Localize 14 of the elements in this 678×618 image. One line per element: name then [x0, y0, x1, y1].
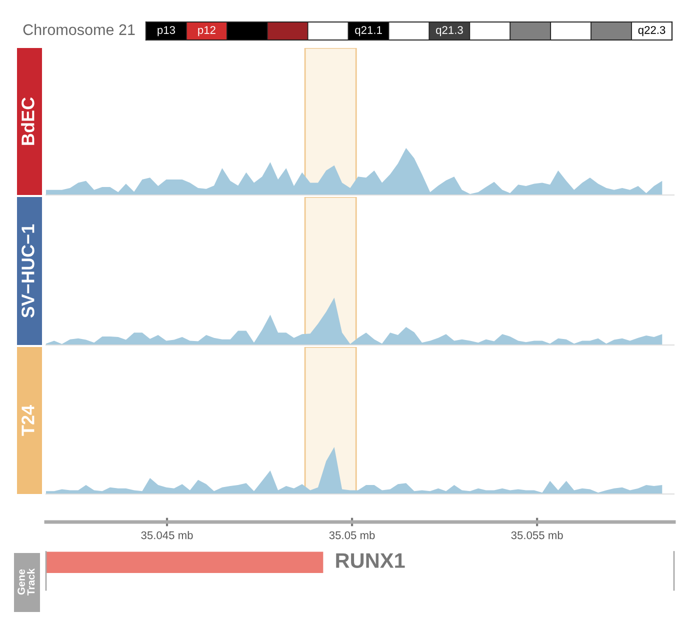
x-tick-label: 35.055 mb	[511, 531, 563, 540]
category-label: q22.3	[638, 26, 666, 36]
text: Chromosome 21	[23, 24, 135, 36]
x-tick-label: 35.045 mb	[141, 531, 193, 540]
y-axis-title: Gene Track	[18, 568, 35, 596]
text: BdEC	[21, 97, 34, 145]
category-label: p13	[158, 26, 176, 36]
text: T24	[22, 405, 34, 436]
text: SV−HUC−1	[22, 224, 34, 318]
annotation: RUNX1	[336, 553, 405, 568]
category-label: q21.1	[355, 26, 382, 36]
category-label: q21.3	[436, 26, 463, 36]
x-tick-label: 35.05 mb	[329, 531, 375, 540]
category-label: p12	[198, 26, 216, 36]
